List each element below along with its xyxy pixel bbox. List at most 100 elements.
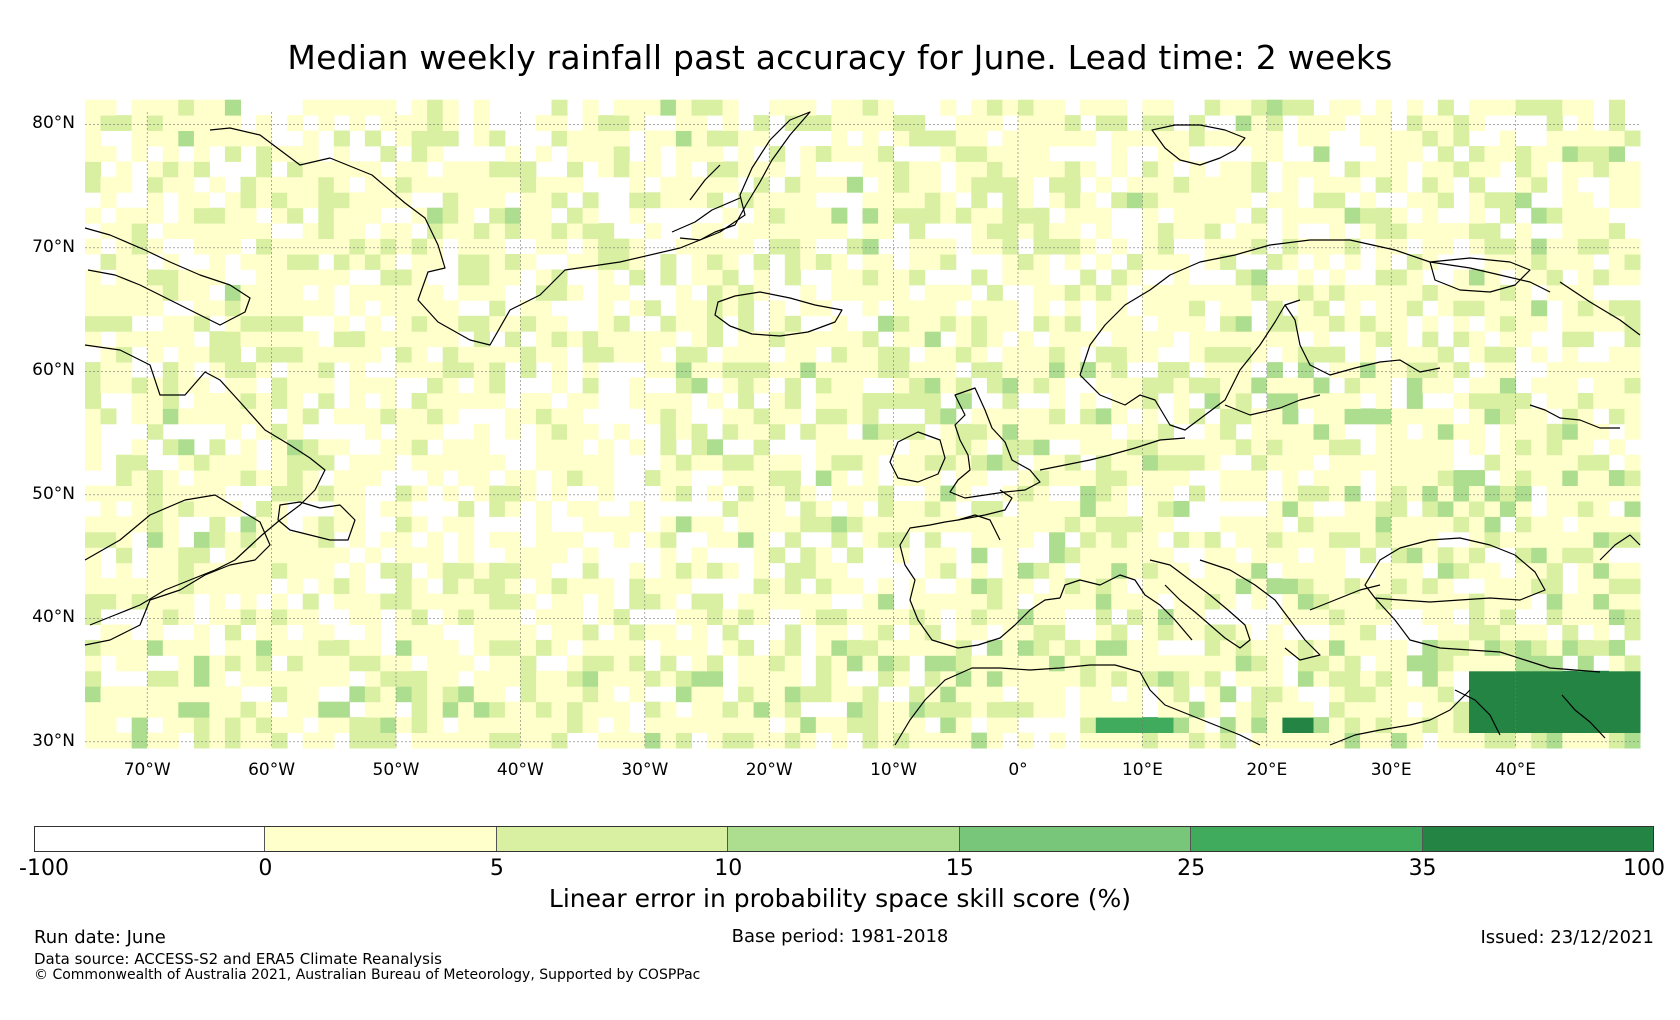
grid-cell [598, 470, 615, 486]
grid-cell [162, 609, 179, 625]
grid-cell [240, 284, 257, 301]
grid-cell [551, 732, 568, 749]
grid-cell [1095, 593, 1112, 610]
grid-cell [909, 686, 926, 703]
grid-cell [629, 300, 646, 317]
grid-cell [209, 408, 226, 425]
grid-cell [224, 562, 241, 579]
grid-cell [1344, 362, 1361, 378]
grid-cell [1469, 238, 1485, 255]
grid-cell [209, 516, 226, 533]
grid-cell [862, 99, 879, 116]
grid-cell [536, 408, 552, 425]
grid-cell [85, 686, 101, 703]
grid-cell [1173, 578, 1190, 595]
grid-cell [862, 439, 879, 456]
grid-cell [1344, 578, 1361, 595]
grid-cell [1220, 362, 1237, 378]
grid-cell [193, 315, 210, 332]
grid-cell [1049, 238, 1066, 255]
grid-cell [893, 315, 910, 332]
grid-cell [909, 639, 926, 656]
grid-cell [1126, 315, 1143, 332]
grid-cell [1515, 315, 1532, 332]
grid-cell [380, 531, 397, 548]
latitude-tick-label: 40°N [32, 607, 75, 628]
grid-cell [1577, 639, 1594, 656]
grid-cell [427, 624, 444, 641]
grid-cell [644, 161, 661, 178]
grid-cell [862, 609, 879, 625]
grid-cell [940, 701, 957, 718]
grid-cell [1360, 593, 1377, 610]
grid-cell [769, 701, 786, 718]
grid-cell [271, 254, 288, 270]
grid-cell [1173, 562, 1190, 579]
grid-cell [1577, 192, 1594, 209]
grid-cell [1391, 346, 1408, 363]
grid-cell [1111, 562, 1128, 579]
grid-cell [1064, 639, 1081, 656]
grid-cell [1484, 655, 1501, 672]
grid-cell [131, 115, 148, 131]
grid-cell [349, 192, 366, 209]
grid-cell [691, 315, 708, 332]
grid-cell [333, 639, 350, 656]
longitude-tick-label: 20°E [1246, 760, 1288, 780]
grid-cell [1142, 578, 1159, 595]
grid-cell [1577, 269, 1594, 286]
grid-cell [240, 454, 257, 471]
grid-cell [753, 439, 770, 456]
grid-cell [1080, 670, 1097, 687]
coastline-iceland [714, 291, 843, 337]
grid-cell [753, 331, 770, 348]
grid-cell [815, 300, 832, 317]
grid-cell [551, 115, 568, 131]
grid-cell [396, 516, 413, 533]
grid-cell [1360, 624, 1377, 641]
grid-cell [504, 717, 521, 733]
grid-cell [504, 593, 521, 610]
grid-cell [193, 393, 210, 409]
grid-cell [1624, 331, 1641, 348]
grid-cell [536, 115, 552, 131]
grid-cell [1593, 717, 1610, 733]
grid-cell [287, 238, 304, 255]
grid-cell [489, 609, 506, 625]
grid-cell [411, 300, 428, 317]
grid-cell [473, 717, 490, 733]
grid-cell [753, 161, 770, 178]
grid-cell [846, 176, 863, 193]
grid-cell [1562, 609, 1579, 625]
grid-cell [1220, 176, 1237, 193]
grid-cell [536, 717, 552, 733]
grid-cell [567, 254, 584, 270]
grid-cell [209, 439, 226, 456]
grid-cell [473, 284, 490, 301]
grid-cell [1142, 670, 1159, 687]
grid-cell [1422, 454, 1439, 471]
grid-cell [116, 284, 133, 301]
grid-cell [800, 501, 817, 517]
grid-cell [1593, 223, 1610, 239]
grid-cell [971, 362, 988, 378]
grid-cell [193, 547, 210, 564]
grid-cell [1142, 161, 1159, 178]
grid-cell [893, 501, 910, 517]
grid-cell [411, 176, 428, 193]
grid-cell [489, 269, 506, 286]
grid-cell [1064, 362, 1081, 378]
grid-cell [1173, 315, 1190, 332]
grid-cell [1251, 531, 1268, 548]
grid-cell [100, 701, 117, 718]
grid-cell [256, 670, 273, 687]
grid-cell [971, 655, 988, 672]
grid-cell [1546, 99, 1563, 116]
grid-cell [567, 624, 584, 641]
grid-cell [753, 408, 770, 425]
grid-cell [147, 130, 164, 147]
grid-cell [613, 639, 630, 656]
grid-cell [598, 238, 615, 255]
grid-cell [1126, 331, 1143, 348]
grid-cell [147, 393, 164, 409]
